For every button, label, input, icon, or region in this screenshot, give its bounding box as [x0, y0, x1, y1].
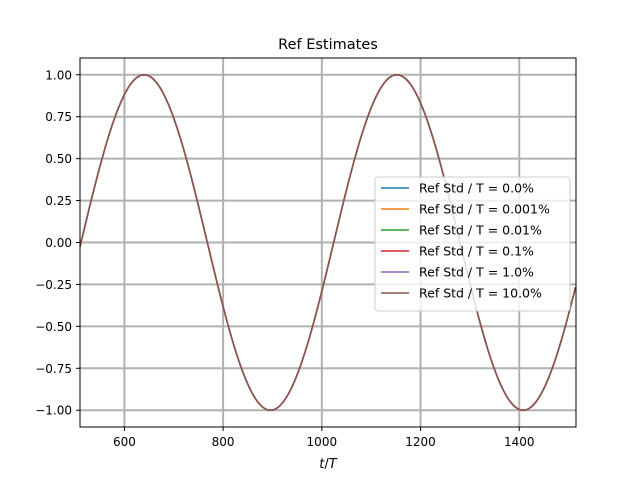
legend-entry: Ref Std / T = 0.01% [381, 223, 542, 238]
y-tick-label: −1.00 [35, 404, 72, 418]
y-tick-label: 1.00 [45, 68, 72, 82]
x-tick-label: 1000 [307, 435, 338, 449]
legend-entry: Ref Std / T = 0.0% [381, 181, 534, 196]
legend-entry: Ref Std / T = 1.0% [381, 265, 534, 280]
y-tick-label: 0.00 [45, 236, 72, 250]
y-tick-label: 0.50 [45, 152, 72, 166]
chart-title: Ref Estimates [278, 37, 378, 53]
legend-entry: Ref Std / T = 0.001% [381, 202, 550, 217]
legend-label: Ref Std / T = 1.0% [419, 265, 534, 280]
legend-label: Ref Std / T = 0.001% [419, 202, 550, 217]
plot-lines [80, 74, 576, 411]
x-tick-label: 800 [212, 435, 235, 449]
series-line-5 [80, 74, 576, 411]
y-tick-label: 0.25 [45, 194, 72, 208]
x-tick-label: 1400 [504, 435, 535, 449]
legend-label: Ref Std / T = 10.0% [419, 286, 542, 301]
legend-label: Ref Std / T = 0.01% [419, 223, 542, 238]
x-tick-label: 1200 [405, 435, 436, 449]
y-axis: −1.00 −0.75 −0.50 −0.25 0.00 0.25 0.50 0.75 1.00 [35, 68, 80, 418]
y-tick-label: −0.75 [35, 362, 72, 376]
x-axis-label: t/T [319, 457, 338, 472]
legend-entry: Ref Std / T = 0.1% [381, 244, 534, 259]
legend-label: Ref Std / T = 0.0% [419, 181, 534, 196]
y-tick-label: −0.25 [35, 278, 72, 292]
y-tick-label: −0.50 [35, 320, 72, 334]
x-tick-label: 600 [113, 435, 136, 449]
legend-box [374, 176, 571, 312]
x-axis: 600 800 1000 1200 1400 [113, 427, 535, 449]
y-tick-label: 0.75 [45, 110, 72, 124]
legend-entry: Ref Std / T = 10.0% [381, 286, 542, 301]
legend-label: Ref Std / T = 0.1% [419, 244, 534, 259]
legend: Ref Std / T = 0.0% Ref Std / T = 0.001% Re… [374, 176, 571, 312]
